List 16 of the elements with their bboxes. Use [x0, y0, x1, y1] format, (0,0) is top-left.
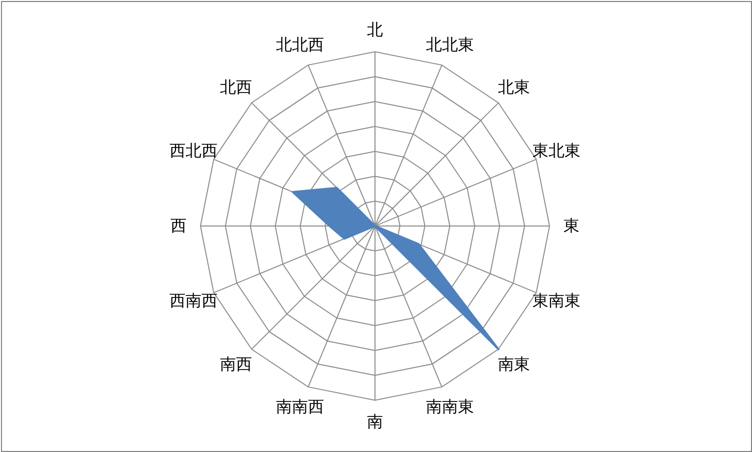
spoke-label: 西南西: [169, 291, 218, 310]
spoke-label: 北北東: [426, 34, 474, 54]
spoke-label: 西: [170, 216, 187, 235]
spoke-label: 東南東: [532, 291, 581, 310]
spoke-label: 南南西: [276, 397, 324, 416]
spoke-label: 北: [367, 20, 384, 39]
spoke-label: 北西: [220, 77, 252, 96]
spoke-label: 西北西: [169, 140, 218, 160]
spoke-label: 南東: [498, 354, 530, 374]
spoke-label: 南西: [220, 354, 252, 374]
spoke-label: 北北西: [276, 34, 324, 54]
spoke-label: 南: [367, 412, 384, 432]
spoke-label: 北東: [498, 77, 530, 96]
spoke-label: 南南東: [426, 397, 474, 416]
spoke-label: 東北東: [532, 140, 581, 160]
spoke-label: 東: [563, 216, 580, 235]
